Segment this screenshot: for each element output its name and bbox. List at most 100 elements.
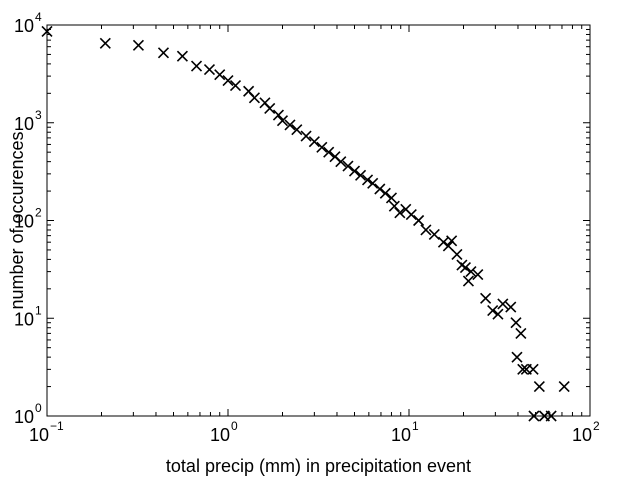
data-point-stroke <box>367 177 379 189</box>
data-point-stroke <box>335 156 347 168</box>
data-point-stroke <box>492 308 504 320</box>
data-point-stroke <box>385 192 398 204</box>
data-point-stroke <box>259 97 271 109</box>
data-point-stroke <box>505 301 517 313</box>
data-point-stroke <box>316 141 328 153</box>
data-point-marker <box>517 363 529 375</box>
data-point-stroke <box>176 50 188 62</box>
data-point-stroke <box>323 146 335 158</box>
data-point-stroke <box>446 235 458 247</box>
data-point-marker <box>374 183 386 195</box>
data-point-stroke <box>243 85 255 97</box>
data-point-marker <box>446 235 458 247</box>
data-point-stroke <box>291 124 303 136</box>
x-tick-label: 10 2 <box>572 419 600 445</box>
data-point-stroke <box>308 136 320 148</box>
data-point-stroke <box>462 275 475 287</box>
data-point-stroke <box>99 37 111 49</box>
y-tick-label-base: 10 <box>14 16 34 36</box>
data-point-marker <box>487 304 499 317</box>
data-points <box>41 25 570 422</box>
data-point-marker <box>229 80 242 92</box>
data-point-marker <box>284 119 296 131</box>
data-point-marker <box>367 177 379 189</box>
data-point-marker <box>379 187 391 199</box>
data-point-stroke <box>203 64 216 76</box>
data-point-stroke <box>511 351 523 363</box>
data-point-stroke <box>400 203 412 215</box>
data-point-marker <box>291 124 303 136</box>
data-point-stroke <box>300 130 312 142</box>
data-point-stroke <box>459 261 471 274</box>
data-point-marker <box>510 317 522 329</box>
data-point-marker <box>497 298 509 310</box>
data-point-marker <box>385 192 398 204</box>
y-tick-label: 10 4 <box>14 10 42 36</box>
data-point-marker <box>527 363 539 375</box>
data-point-stroke <box>558 381 570 393</box>
data-point-stroke <box>248 92 261 104</box>
data-point-marker <box>316 141 328 153</box>
data-point-marker <box>492 308 504 320</box>
x-tick-label-exponent: 1 <box>412 419 419 433</box>
data-point-marker <box>459 261 471 274</box>
x-tick-label: 10 −1 <box>29 419 64 445</box>
y-tick-label-exponent: 4 <box>35 10 42 24</box>
y-tick-label: 10 0 <box>14 401 42 427</box>
data-point-stroke <box>497 298 509 310</box>
data-point-stroke <box>388 200 400 212</box>
data-point-stroke <box>264 102 276 115</box>
data-point-marker <box>248 92 261 104</box>
y-tick-label: 10 2 <box>14 206 42 232</box>
y-tick-label-base: 10 <box>14 407 34 427</box>
data-point-marker <box>442 240 454 252</box>
data-point-stroke <box>222 75 234 87</box>
data-point-marker <box>394 207 406 219</box>
data-point-stroke <box>451 248 463 260</box>
x-tick-label-base: 10 <box>29 425 49 445</box>
data-point-stroke <box>379 187 391 199</box>
axis-tick-labels: 10 −1 10 0 10 1 10 210 010 110 210 310 4 <box>14 10 600 445</box>
data-point-stroke <box>405 209 417 221</box>
x-axis-label: total precip (mm) in precipitation event <box>166 456 471 476</box>
y-tick-label-exponent: 2 <box>35 206 42 220</box>
data-point-marker <box>528 410 540 422</box>
data-point-marker <box>505 301 517 313</box>
data-point-stroke <box>510 317 522 329</box>
data-point-stroke <box>354 169 367 181</box>
y-tick-label-base: 10 <box>14 309 34 329</box>
data-point-marker <box>405 209 417 221</box>
data-point-marker <box>264 102 276 115</box>
data-point-stroke <box>374 183 386 195</box>
data-point-stroke <box>465 266 477 278</box>
data-point-marker <box>462 275 475 287</box>
x-tick-label-exponent: −1 <box>50 419 64 433</box>
data-point-stroke <box>190 60 203 72</box>
data-point-stroke <box>437 236 450 248</box>
data-point-marker <box>558 381 570 393</box>
data-point-stroke <box>487 304 499 317</box>
data-point-stroke <box>515 327 527 339</box>
data-point-stroke <box>329 151 341 163</box>
data-point-marker <box>465 266 477 278</box>
data-point-marker <box>203 64 216 76</box>
data-point-stroke <box>420 224 432 236</box>
data-point-marker <box>354 169 367 181</box>
data-point-marker <box>472 268 484 281</box>
x-tick-label-base: 10 <box>210 425 230 445</box>
data-point-marker <box>361 174 374 186</box>
data-point-marker <box>190 60 203 72</box>
data-point-marker <box>545 410 557 422</box>
data-point-marker <box>272 109 285 121</box>
data-point-marker <box>342 160 354 172</box>
data-point-marker <box>533 381 545 393</box>
data-point-marker <box>41 25 53 37</box>
data-point-marker <box>300 130 312 142</box>
y-tick-label: 10 3 <box>14 108 42 134</box>
data-point-marker <box>480 292 492 304</box>
data-point-marker <box>428 228 440 241</box>
data-point-stroke <box>472 268 484 281</box>
data-point-stroke <box>214 69 226 81</box>
